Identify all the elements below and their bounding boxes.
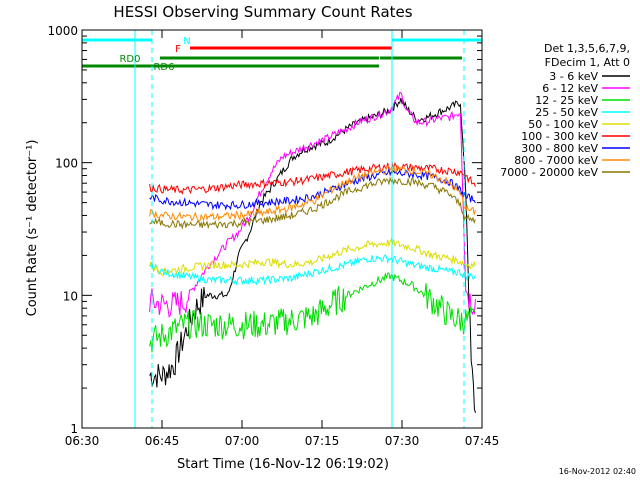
annotation-label-1: F bbox=[175, 44, 181, 55]
series-line-6 bbox=[149, 167, 476, 211]
x-tick-label-4: 07:30 bbox=[385, 434, 420, 448]
annotation-label-3: RD6 bbox=[153, 62, 174, 73]
y-tick-label-3: 1000 bbox=[47, 24, 78, 38]
annotation-label-2: RD0 bbox=[119, 54, 140, 65]
legend-label-6: 300 - 800 keV bbox=[521, 142, 598, 155]
series-layer bbox=[149, 92, 476, 413]
series-line-5 bbox=[149, 161, 476, 196]
chart-title: HESSI Observing Summary Count Rates bbox=[113, 3, 412, 21]
legend-label-2: 12 - 25 keV bbox=[535, 94, 598, 107]
series-line-1 bbox=[149, 92, 476, 318]
series-line-7 bbox=[149, 163, 476, 222]
series-line-2 bbox=[149, 272, 476, 353]
y-axis-label: Count Rate (s⁻¹ detector⁻¹) bbox=[25, 140, 40, 317]
tick-layer: 06:30 06:45 07:00 07:15 07:30 07:45 1 10 100 1000 bbox=[47, 24, 499, 448]
series-line-3 bbox=[149, 254, 476, 286]
x-tick-label-1: 06:45 bbox=[145, 434, 180, 448]
legend-label-1: 6 - 12 keV bbox=[542, 82, 598, 95]
y-tick-label-0: 1 bbox=[70, 422, 78, 436]
x-tick-label-0: 06:30 bbox=[65, 434, 100, 448]
legend-label-3: 25 - 50 keV bbox=[535, 106, 598, 119]
y-tick-label-2: 100 bbox=[55, 157, 78, 171]
annotation-label-0: N bbox=[183, 36, 190, 47]
legend-label-8: 7000 - 20000 keV bbox=[500, 166, 598, 179]
x-tick-label-3: 07:15 bbox=[305, 434, 340, 448]
series-line-8 bbox=[149, 176, 476, 230]
legend-label-7: 800 - 7000 keV bbox=[514, 154, 598, 167]
plot-timestamp: 16-Nov-2012 02:40 bbox=[559, 467, 636, 476]
legend-label-4: 50 - 100 keV bbox=[528, 118, 598, 131]
x-axis-label: Start Time (16-Nov-12 06:19:02) bbox=[177, 457, 389, 472]
legend-header-0: Det 1,3,5,6,7,9, bbox=[544, 42, 630, 55]
x-tick-label-5: 07:45 bbox=[465, 434, 500, 448]
y-tick-label-1: 10 bbox=[63, 289, 78, 303]
annotation-layer: NF RD0 RD6 bbox=[82, 30, 482, 428]
legend-label-0: 3 - 6 keV bbox=[549, 70, 598, 83]
series-line-4 bbox=[149, 237, 476, 277]
x-tick-label-2: 07:00 bbox=[225, 434, 260, 448]
legend-header-1: FDecim 1, Att 0 bbox=[545, 56, 630, 69]
legend: Det 1,3,5,6,7,9,FDecim 1, Att 03 - 6 keV… bbox=[500, 42, 630, 179]
plot-frame bbox=[81, 29, 483, 429]
legend-label-5: 100 - 300 keV bbox=[521, 130, 598, 143]
